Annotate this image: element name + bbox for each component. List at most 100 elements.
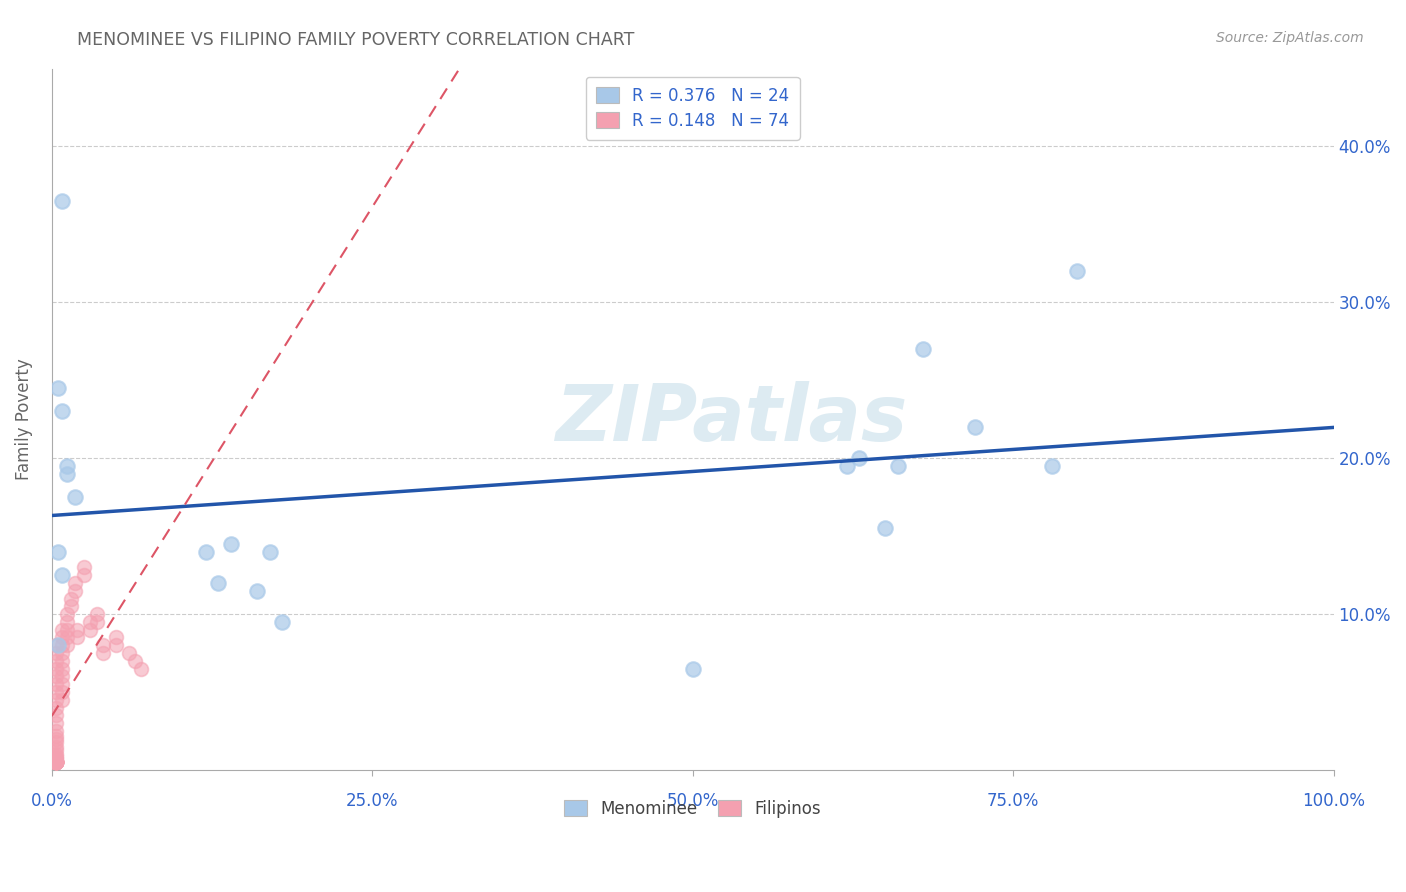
Point [45, 716, 67, 731]
Point [259, 545, 281, 559]
Point [56, 467, 79, 481]
Point [963, 420, 986, 434]
Point [45, 755, 67, 769]
Point [51, 638, 73, 652]
Point [63, 490, 86, 504]
Point [45, 755, 67, 769]
Point [887, 458, 910, 473]
Point [45, 755, 67, 769]
Point [45, 755, 67, 769]
Point [45, 755, 67, 769]
Point [682, 662, 704, 676]
Point [912, 342, 935, 356]
Y-axis label: Family Poverty: Family Poverty [15, 359, 32, 480]
Point [51, 677, 73, 691]
Point [56, 458, 79, 473]
Point [45, 752, 67, 766]
Point [66, 631, 89, 645]
Point [45, 708, 67, 723]
Point [194, 545, 217, 559]
Point [79, 623, 101, 637]
Point [219, 537, 242, 551]
Point [45, 755, 67, 769]
Point [45, 735, 67, 749]
Point [45, 755, 67, 769]
Text: ZIPatlas: ZIPatlas [555, 381, 907, 458]
Point [45, 755, 67, 769]
Point [118, 646, 141, 660]
Point [79, 615, 101, 629]
Point [45, 755, 67, 769]
Point [124, 654, 146, 668]
Text: 75.0%: 75.0% [987, 792, 1039, 811]
Point [86, 607, 108, 621]
Text: 100.0%: 100.0% [1302, 792, 1365, 811]
Point [45, 638, 67, 652]
Point [45, 731, 67, 746]
Point [45, 755, 67, 769]
Point [271, 615, 294, 629]
Point [104, 638, 127, 652]
Point [51, 685, 73, 699]
Point [45, 755, 67, 769]
Point [45, 662, 67, 676]
Point [45, 693, 67, 707]
Point [848, 451, 870, 466]
Point [45, 750, 67, 764]
Point [51, 662, 73, 676]
Text: 0.0%: 0.0% [31, 792, 73, 811]
Point [56, 615, 79, 629]
Point [1066, 264, 1088, 278]
Point [45, 724, 67, 739]
Point [45, 755, 67, 769]
Point [73, 560, 96, 574]
Text: MENOMINEE VS FILIPINO FAMILY POVERTY CORRELATION CHART: MENOMINEE VS FILIPINO FAMILY POVERTY COR… [77, 31, 634, 49]
Point [86, 615, 108, 629]
Point [63, 583, 86, 598]
Point [45, 747, 67, 762]
Point [51, 194, 73, 208]
Point [45, 755, 67, 769]
Point [46, 638, 69, 652]
Point [45, 700, 67, 714]
Point [45, 755, 67, 769]
Text: 50.0%: 50.0% [666, 792, 718, 811]
Point [73, 568, 96, 582]
Point [51, 669, 73, 683]
Point [873, 521, 896, 535]
Point [45, 755, 67, 769]
Point [46, 381, 69, 395]
Point [45, 646, 67, 660]
Point [45, 729, 67, 743]
Point [45, 755, 67, 769]
Point [45, 669, 67, 683]
Point [59, 599, 82, 614]
Point [51, 568, 73, 582]
Point [56, 631, 79, 645]
Point [1040, 458, 1063, 473]
Point [51, 693, 73, 707]
Point [131, 662, 153, 676]
Point [45, 755, 67, 769]
Point [45, 677, 67, 691]
Point [91, 646, 114, 660]
Text: Source: ZipAtlas.com: Source: ZipAtlas.com [1216, 31, 1364, 45]
Point [66, 623, 89, 637]
Point [51, 646, 73, 660]
Point [56, 638, 79, 652]
Point [51, 631, 73, 645]
Point [45, 685, 67, 699]
Point [45, 739, 67, 754]
Legend: Menominee, Filipinos: Menominee, Filipinos [558, 794, 828, 825]
Point [45, 743, 67, 757]
Point [45, 754, 67, 768]
Point [835, 458, 858, 473]
Point [46, 545, 69, 559]
Point [59, 591, 82, 606]
Point [45, 755, 67, 769]
Point [45, 654, 67, 668]
Point [45, 748, 67, 763]
Point [51, 404, 73, 418]
Point [56, 623, 79, 637]
Point [246, 583, 269, 598]
